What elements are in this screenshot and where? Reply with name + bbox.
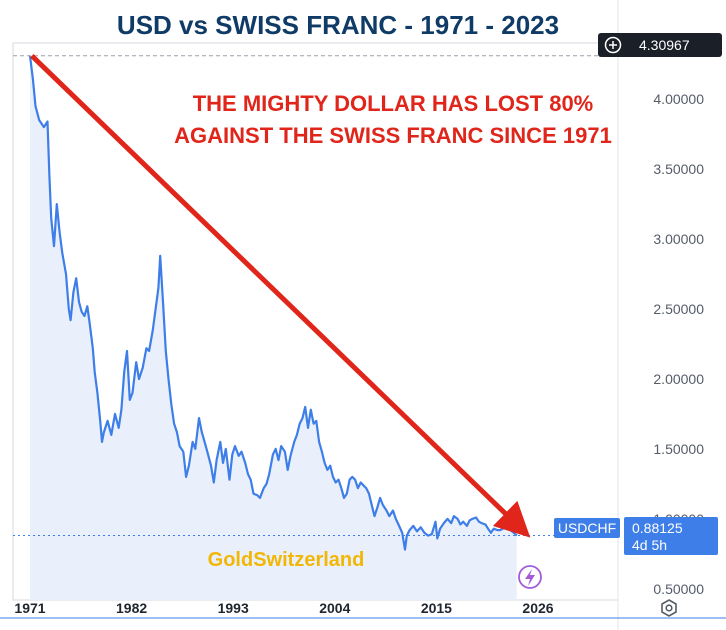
crosshair-price-tag: 4.30967: [598, 33, 722, 57]
x-tick-label: 2026: [522, 600, 553, 616]
x-tick-label: 2015: [421, 600, 452, 616]
price-line: [28, 55, 518, 551]
plus-circle-icon[interactable]: [604, 36, 622, 54]
y-tick-label: 3.00000: [653, 231, 704, 247]
x-axis-ticks: 1971 1982 1993 2004 2015 2026: [14, 600, 553, 616]
x-tick-label: 2004: [319, 600, 350, 616]
y-tick-label: 3.50000: [653, 161, 704, 177]
annotation-line-1: THE MIGHTY DOLLAR HAS LOST 80%: [193, 91, 594, 116]
annotation-line-2: AGAINST THE SWISS FRANC SINCE 1971: [174, 123, 612, 148]
goldswitzerland-watermark: GoldSwitzerland: [208, 549, 365, 571]
symbol-label: USDCHF: [558, 520, 616, 536]
y-tick-label: 2.50000: [653, 301, 704, 317]
decline-arrow: [30, 53, 531, 538]
settings-icon[interactable]: [661, 599, 677, 617]
chart-title: USD vs SWISS FRANC - 1971 - 2023: [117, 10, 559, 40]
bar-countdown: 4d 5h: [632, 537, 667, 553]
x-tick-label: 1971: [14, 600, 45, 616]
y-tick-label: 4.00000: [653, 91, 704, 107]
price-area-fill: [30, 55, 517, 601]
y-tick-label: 1.50000: [653, 441, 704, 457]
crosshair-value: 4.30967: [639, 37, 690, 53]
x-tick-label: 1982: [116, 600, 147, 616]
y-tick-label: 2.00000: [653, 371, 704, 387]
lightning-icon[interactable]: [518, 565, 542, 589]
last-price-tag: USDCHF 0.88125 4d 5h: [554, 517, 718, 555]
y-tick-label: 0.50000: [653, 581, 704, 597]
x-tick-label: 1993: [218, 600, 249, 616]
last-price-value: 0.88125: [632, 520, 683, 536]
